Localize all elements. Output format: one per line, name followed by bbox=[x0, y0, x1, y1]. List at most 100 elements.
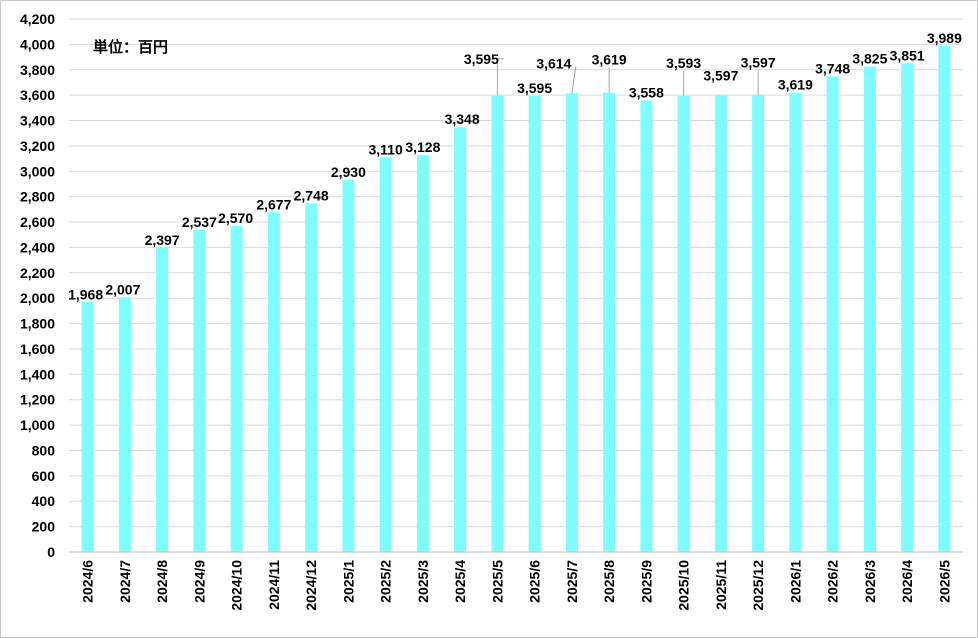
data-label: 2,930 bbox=[331, 164, 366, 180]
x-tick-label: 2025/4 bbox=[452, 560, 468, 603]
bar bbox=[193, 230, 206, 553]
x-tick-label: 2025/12 bbox=[750, 560, 766, 611]
y-tick-label: 1,600 bbox=[20, 341, 55, 357]
y-tick-label: 400 bbox=[32, 493, 56, 509]
bar bbox=[826, 76, 839, 552]
y-tick-label: 2,800 bbox=[20, 189, 55, 205]
bar bbox=[416, 155, 429, 552]
data-label: 3,128 bbox=[405, 139, 440, 155]
data-label: 3,619 bbox=[778, 77, 813, 93]
x-tick-label: 2026/2 bbox=[825, 560, 841, 603]
data-label: 3,825 bbox=[852, 51, 887, 67]
y-tick-label: 2,400 bbox=[20, 239, 55, 255]
bar bbox=[528, 95, 541, 553]
bar bbox=[938, 45, 951, 552]
bar bbox=[603, 92, 616, 553]
y-tick-label: 800 bbox=[32, 442, 56, 458]
x-tick-label: 2024/9 bbox=[191, 560, 207, 603]
y-axis-tick-labels: 0 200 400 600 800 1,000 1,200 1,400 1,600 1,800 2,… bbox=[20, 11, 55, 560]
x-tick-label: 2025/10 bbox=[676, 560, 692, 611]
bar bbox=[118, 297, 131, 552]
y-tick-label: 2,600 bbox=[20, 214, 55, 230]
bar bbox=[901, 63, 914, 552]
data-label: 2,677 bbox=[256, 196, 291, 212]
bar bbox=[714, 95, 727, 553]
data-label: 3,348 bbox=[445, 111, 480, 127]
data-label: 3,593 bbox=[666, 55, 701, 71]
leader-lines bbox=[496, 58, 759, 97]
x-tick-label: 2024/12 bbox=[303, 560, 319, 611]
bar bbox=[752, 95, 765, 553]
y-tick-label: 3,200 bbox=[20, 138, 55, 154]
x-tick-label: 2025/6 bbox=[527, 560, 543, 603]
x-tick-label: 2025/5 bbox=[489, 560, 505, 603]
data-label: 3,558 bbox=[629, 84, 664, 100]
bar bbox=[491, 95, 504, 553]
data-label: 3,619 bbox=[592, 52, 627, 68]
y-tick-label: 200 bbox=[32, 519, 56, 535]
data-label: 3,748 bbox=[815, 60, 850, 76]
data-label: 3,989 bbox=[927, 30, 962, 46]
bar bbox=[156, 247, 169, 553]
bars bbox=[81, 45, 951, 553]
data-label: 3,597 bbox=[741, 55, 776, 71]
x-tick-label: 2026/3 bbox=[862, 560, 878, 603]
x-tick-label: 2025/1 bbox=[340, 560, 356, 603]
data-label: 3,110 bbox=[368, 141, 402, 157]
x-tick-label: 2025/9 bbox=[638, 560, 654, 603]
y-tick-label: 4,200 bbox=[20, 11, 55, 27]
data-label: 2,397 bbox=[145, 232, 180, 248]
leader-line bbox=[496, 58, 504, 96]
bar bbox=[863, 66, 876, 552]
y-tick-label: 1,200 bbox=[20, 392, 55, 408]
x-tick-label: 2024/6 bbox=[80, 560, 96, 603]
x-tick-label: 2025/8 bbox=[601, 560, 617, 603]
data-label: 3,595 bbox=[517, 80, 552, 96]
x-tick-label: 2025/7 bbox=[564, 560, 580, 603]
bar bbox=[789, 92, 802, 553]
y-tick-label: 2,200 bbox=[20, 265, 55, 281]
y-tick-label: 600 bbox=[32, 468, 56, 484]
y-tick-label: 3,000 bbox=[20, 163, 55, 179]
y-tick-label: 3,800 bbox=[20, 62, 55, 78]
bar bbox=[565, 93, 578, 553]
bar bbox=[230, 225, 243, 552]
bar bbox=[267, 212, 280, 553]
x-tick-label: 2025/11 bbox=[713, 560, 729, 610]
bar bbox=[81, 302, 94, 552]
data-label: 1,968 bbox=[68, 286, 103, 302]
y-tick-label: 0 bbox=[47, 544, 55, 560]
y-tick-label: 3,600 bbox=[20, 87, 55, 103]
grid-lines bbox=[69, 18, 963, 528]
y-tick-label: 1,800 bbox=[20, 316, 55, 332]
x-tick-label: 2026/5 bbox=[936, 560, 952, 603]
bar bbox=[342, 180, 355, 552]
x-tick-label: 2024/10 bbox=[229, 560, 245, 611]
y-tick-label: 4,000 bbox=[20, 36, 55, 52]
bar bbox=[677, 96, 690, 552]
bar bbox=[454, 127, 467, 552]
y-tick-label: 1,400 bbox=[20, 366, 55, 382]
x-tick-label: 2024/11 bbox=[266, 560, 282, 610]
data-label: 2,570 bbox=[218, 210, 253, 226]
x-axis-tick-labels: 2024/6 2024/7 2024/8 2024/9 2024/10 2024/11 20… bbox=[80, 560, 953, 611]
x-tick-label: 2024/8 bbox=[154, 560, 170, 603]
data-label: 2,748 bbox=[294, 187, 329, 203]
bar bbox=[305, 203, 318, 552]
unit-label: 単位：百円 bbox=[93, 38, 168, 56]
leader-line bbox=[571, 66, 577, 94]
data-label: 2,007 bbox=[105, 281, 140, 297]
data-label: 3,595 bbox=[464, 51, 499, 67]
bar bbox=[379, 157, 392, 553]
x-tick-label: 2025/2 bbox=[378, 560, 394, 603]
bar bbox=[640, 100, 653, 553]
data-label: 3,851 bbox=[890, 47, 925, 63]
x-tick-label: 2026/1 bbox=[787, 560, 803, 603]
y-tick-label: 1,000 bbox=[20, 417, 55, 433]
x-tick-label: 2025/3 bbox=[415, 560, 431, 603]
y-tick-label: 3,400 bbox=[20, 113, 55, 129]
x-tick-label: 2024/7 bbox=[117, 560, 133, 603]
